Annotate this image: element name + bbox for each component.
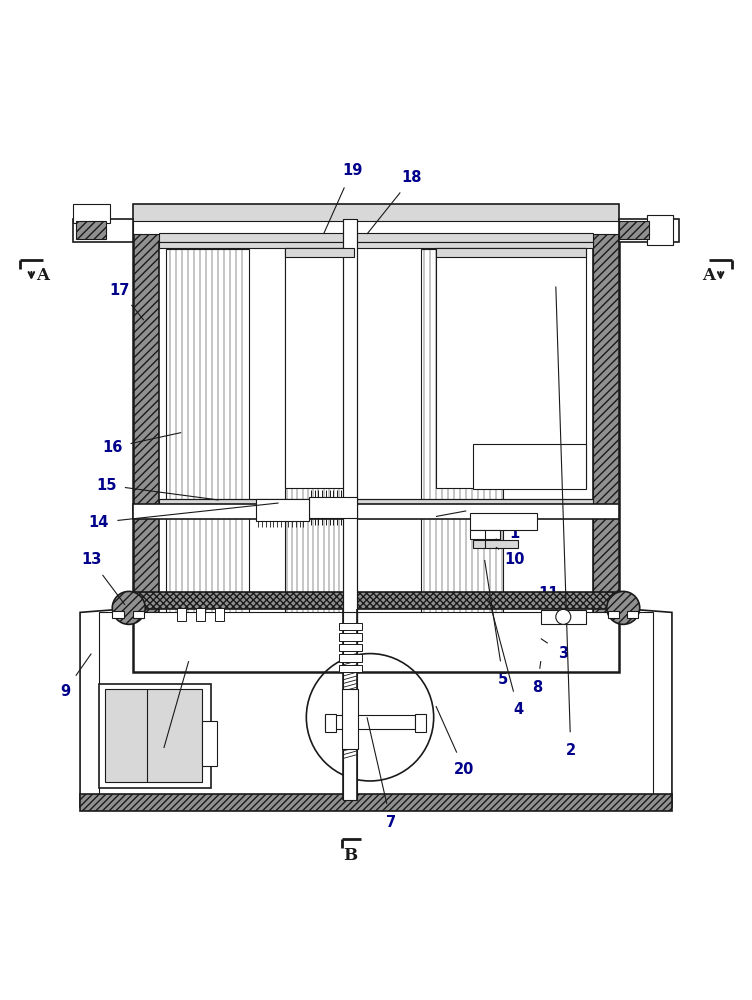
Text: 11: 11 [538,586,559,601]
Bar [112,611,123,618]
Bar [470,530,499,539]
Bar [202,721,217,766]
Bar [325,715,415,729]
Bar [474,540,518,548]
Bar [627,611,638,618]
Bar [132,592,620,609]
Text: 19: 19 [342,163,362,178]
Bar [620,221,650,239]
Text: A: A [702,267,715,284]
Bar [132,611,144,618]
Bar [339,633,362,641]
Bar [284,248,353,257]
Bar [80,794,672,811]
Bar [325,714,336,732]
Bar [105,689,202,782]
Bar [215,608,224,621]
Text: 17: 17 [110,283,130,298]
Bar [196,608,205,621]
Bar [474,444,586,489]
Text: B: B [343,847,357,864]
Text: 4: 4 [514,702,523,717]
Bar [177,608,186,621]
Bar [593,223,620,672]
Circle shape [112,591,145,624]
Bar [620,219,680,242]
Bar [132,223,159,672]
Bar [99,684,211,788]
Text: 8: 8 [532,680,542,695]
Text: 16: 16 [102,440,123,455]
Bar [132,223,620,672]
Bar [76,221,106,239]
Bar [415,714,426,732]
Bar [284,249,352,654]
Text: 6: 6 [480,500,490,515]
Bar [541,610,586,624]
Text: A: A [37,267,50,284]
Bar [132,204,620,223]
Bar [166,249,249,654]
Bar [436,248,586,257]
Bar [159,242,593,248]
Circle shape [607,591,640,624]
Text: 12: 12 [149,758,169,773]
Text: 20: 20 [454,762,475,777]
Bar [647,215,674,245]
Bar [339,623,362,630]
Text: 3: 3 [558,646,569,661]
Bar [343,612,356,800]
Text: 13: 13 [81,552,102,567]
Text: 14: 14 [89,515,109,530]
Bar [308,497,357,518]
Bar [339,654,362,662]
Bar [72,204,110,223]
Text: 5: 5 [499,672,508,687]
Bar [284,248,353,488]
Bar [608,611,620,618]
Polygon shape [80,609,672,807]
Bar [339,644,362,651]
Text: 2: 2 [566,743,576,758]
Bar [421,249,503,654]
Text: 15: 15 [96,478,117,493]
Circle shape [556,609,571,624]
Bar [339,665,362,672]
Bar [159,499,593,507]
Bar [256,499,308,521]
Bar [159,233,593,242]
Bar [341,689,358,749]
Text: 9: 9 [60,684,70,699]
Bar [72,219,132,242]
Text: 1: 1 [510,526,520,541]
Bar [132,221,620,234]
Text: 7: 7 [386,815,396,830]
Bar [436,248,586,488]
Bar [132,504,620,519]
Text: 10: 10 [505,552,525,567]
Bar [159,242,593,661]
Bar [343,219,356,672]
Bar [99,612,653,800]
Bar [470,513,537,530]
Text: 18: 18 [402,170,422,185]
